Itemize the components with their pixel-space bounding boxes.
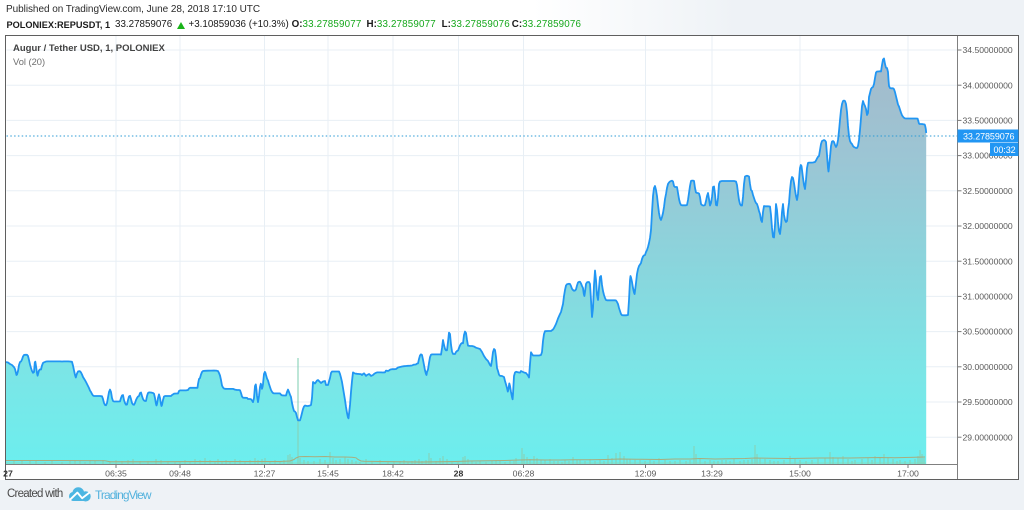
svg-text:09:48: 09:48 [169,469,191,479]
svg-text:29.00000000: 29.00000000 [963,432,1013,442]
svg-text:00:32: 00:32 [993,145,1015,155]
svg-text:28: 28 [454,469,464,479]
svg-text:30.50000000: 30.50000000 [963,327,1013,337]
svg-text:Vol (20): Vol (20) [13,57,45,67]
svg-text:13:29: 13:29 [701,469,723,479]
svg-text:17:00: 17:00 [897,469,919,479]
svg-text:12:09: 12:09 [635,469,657,479]
svg-text:06:35: 06:35 [105,469,127,479]
svg-text:32.00000000: 32.00000000 [963,221,1013,231]
svg-text:06:28: 06:28 [513,469,535,479]
svg-text:31.00000000: 31.00000000 [963,292,1013,302]
svg-text:31.50000000: 31.50000000 [963,256,1013,266]
svg-text:12:27: 12:27 [254,469,276,479]
svg-text:33.27859076: 33.27859076 [963,131,1015,141]
svg-text:30.00000000: 30.00000000 [963,362,1013,372]
svg-text:27: 27 [3,469,13,479]
svg-text:Augur / Tether USD, 1, POLONIE: Augur / Tether USD, 1, POLONIEX [13,43,166,54]
svg-text:29.50000000: 29.50000000 [963,397,1013,407]
svg-text:33.50000000: 33.50000000 [963,116,1013,126]
svg-text:34.00000000: 34.00000000 [963,80,1013,90]
svg-text:34.50000000: 34.50000000 [963,45,1013,55]
svg-text:18:42: 18:42 [382,469,404,479]
svg-text:32.50000000: 32.50000000 [963,186,1013,196]
svg-text:33.00000000: 33.00000000 [963,151,1013,161]
svg-text:15:00: 15:00 [789,469,811,479]
svg-text:15:45: 15:45 [317,469,339,479]
